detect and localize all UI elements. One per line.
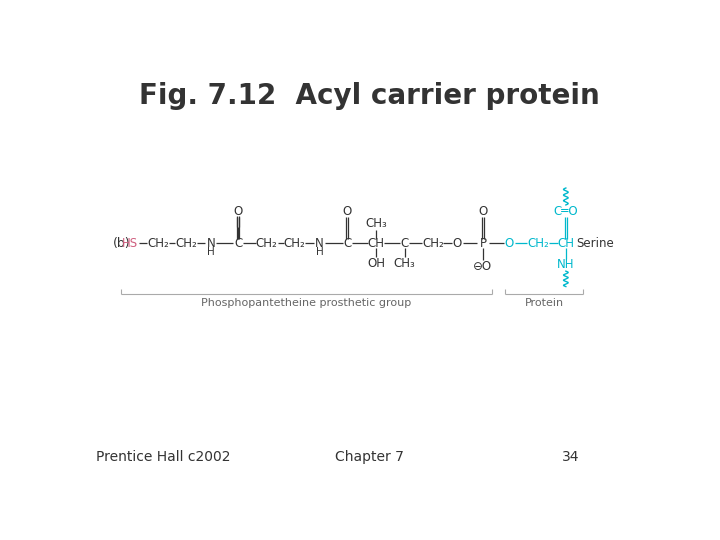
Text: (b): (b) xyxy=(113,237,131,250)
Text: ⊖O: ⊖O xyxy=(473,260,492,273)
Text: CH₂: CH₂ xyxy=(148,237,169,250)
Text: CH₂: CH₂ xyxy=(527,237,549,250)
Text: H: H xyxy=(207,247,215,257)
Text: C═O: C═O xyxy=(554,205,578,218)
Text: C: C xyxy=(400,237,409,250)
Text: Fig. 7.12  Acyl carrier protein: Fig. 7.12 Acyl carrier protein xyxy=(139,82,599,110)
Text: N: N xyxy=(207,237,215,250)
Text: Serine: Serine xyxy=(577,237,614,250)
Text: Phosphopantetheine prosthetic group: Phosphopantetheine prosthetic group xyxy=(202,298,412,308)
Text: CH₃: CH₃ xyxy=(394,257,415,270)
Text: Chapter 7: Chapter 7 xyxy=(335,450,403,464)
Text: O: O xyxy=(343,205,352,218)
Text: O: O xyxy=(453,237,462,250)
Text: OH: OH xyxy=(367,257,385,270)
Text: CH₂: CH₂ xyxy=(256,237,278,250)
Text: O: O xyxy=(478,205,487,218)
Text: 34: 34 xyxy=(562,450,580,464)
Text: CH: CH xyxy=(367,237,384,250)
Text: P: P xyxy=(480,237,487,250)
Text: CH₂: CH₂ xyxy=(423,237,444,250)
Text: Prentice Hall c2002: Prentice Hall c2002 xyxy=(96,450,231,464)
Text: C: C xyxy=(343,237,351,250)
Text: CH₂: CH₂ xyxy=(284,237,305,250)
Text: H: H xyxy=(315,247,323,257)
Text: C: C xyxy=(234,237,242,250)
Text: CH₃: CH₃ xyxy=(365,217,387,230)
Text: Protein: Protein xyxy=(525,298,564,308)
Text: CH: CH xyxy=(557,237,575,250)
Text: CH₂: CH₂ xyxy=(175,237,197,250)
Text: NH: NH xyxy=(557,259,575,272)
Text: N: N xyxy=(315,237,324,250)
Text: O: O xyxy=(505,237,514,250)
Text: O: O xyxy=(233,205,243,218)
Text: HS: HS xyxy=(122,237,138,250)
